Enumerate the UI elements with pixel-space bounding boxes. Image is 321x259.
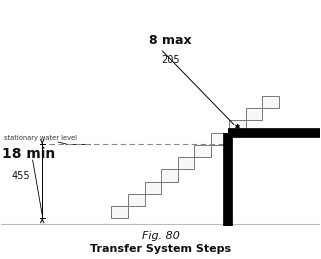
Text: 205: 205 [161,55,179,66]
Bar [195,145,211,157]
Text: 18 min: 18 min [2,147,56,161]
Bar [161,169,178,182]
Text: 8 max: 8 max [149,34,191,47]
Bar [246,108,263,120]
Text: Transfer System Steps: Transfer System Steps [90,244,231,254]
Text: 455: 455 [12,171,30,181]
Bar [144,182,161,194]
Bar [111,206,128,218]
Text: Fig. 80: Fig. 80 [142,231,179,241]
Bar [229,120,246,133]
Bar [178,157,195,169]
Text: stationary water level: stationary water level [4,135,77,141]
Bar [211,133,228,145]
Bar [263,96,279,108]
Bar [128,194,144,206]
